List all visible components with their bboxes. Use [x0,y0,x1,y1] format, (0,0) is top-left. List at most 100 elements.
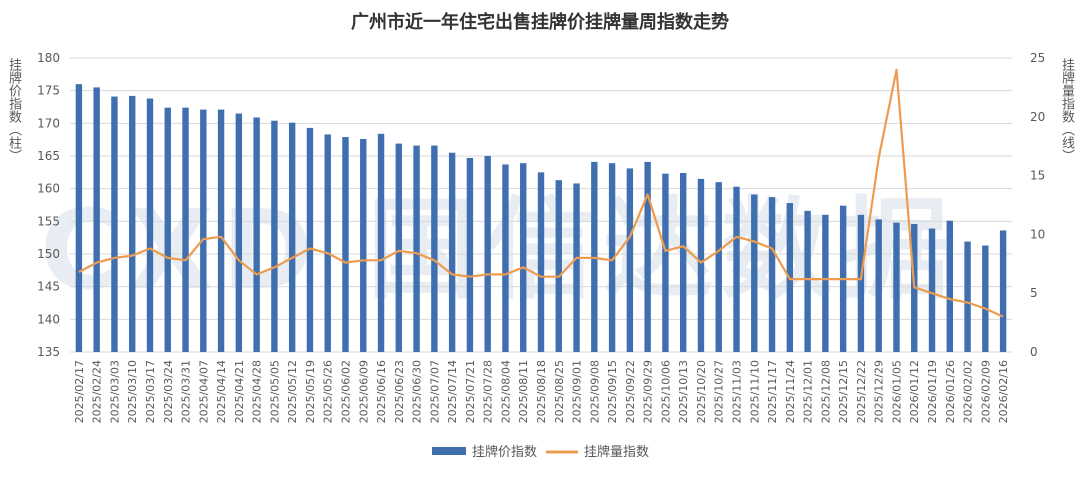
x-tick-label: 2025/09/15 [606,360,619,423]
bar [857,214,865,352]
bar [982,245,989,352]
x-tick-label: 2025/09/22 [624,360,637,423]
x-tick-label: 2025/06/02 [339,360,352,423]
y-left-tick-label: 175 [37,84,60,98]
x-tick-label: 2025/04/21 [233,360,246,423]
x-tick-label: 2025/02/17 [73,360,86,423]
x-tick-label: 2025/08/04 [499,360,512,423]
bar [306,127,314,352]
chart-title: 广州市近一年住宅出售挂牌价挂牌量周指数走势 [351,12,729,33]
x-tick-label: 2025/10/06 [659,360,672,423]
x-tick-label: 2026/01/05 [890,360,903,423]
x-tick-label: 2025/12/01 [802,360,815,423]
bar [768,197,776,352]
y-left-tick-label: 170 [37,116,60,130]
y-left-tick-label: 140 [37,312,60,326]
bar [928,228,936,352]
x-tick-label: 2026/02/09 [979,360,992,423]
x-tick-label: 2026/01/26 [944,360,957,423]
bar [679,172,687,352]
x-tick-label: 2025/12/22 [855,360,868,423]
bar [573,183,580,352]
watermark: CXD 国信达数据 [40,186,958,314]
y-left-tick-label: 135 [37,345,60,359]
y-right-tick-label: 0 [1030,345,1038,359]
x-tick-label: 2025/07/28 [482,360,495,423]
bar [608,163,616,352]
bar [893,222,900,352]
bar [502,164,509,352]
bar [93,87,100,353]
x-tick-label: 2025/09/08 [588,360,601,423]
x-tick-label: 2025/08/25 [553,360,566,423]
x-tick-label: 2025/05/12 [286,360,299,423]
x-tick-label: 2025/11/24 [784,360,797,423]
bar [129,95,136,352]
x-tick-label: 2025/04/28 [251,360,264,423]
bar [644,161,651,352]
bar [537,172,545,352]
bar [360,139,367,352]
x-tick-label: 2025/09/29 [642,360,655,423]
x-tick-label: 2025/11/17 [766,360,779,423]
bar [875,219,882,352]
x-tick-label: 2025/08/18 [535,360,548,423]
bar [697,178,705,352]
bar [413,145,420,352]
bar [484,156,491,352]
bar [377,133,385,352]
bar [520,163,527,352]
x-tick-label: 2025/10/20 [695,360,708,423]
x-tick-label: 2025/12/15 [837,360,850,423]
bar [662,173,669,352]
x-tick-label: 2025/03/17 [144,360,157,423]
x-tick-label: 2025/05/26 [322,360,335,423]
bar [715,182,722,352]
x-tick-label: 2025/03/03 [108,360,121,423]
bar [751,194,758,352]
bar [75,84,83,352]
x-tick-label: 2025/07/21 [464,360,477,423]
x-tick-label: 2025/04/07 [197,360,210,423]
y-left-tick-label: 150 [37,247,60,261]
x-tick-label: 2025/11/10 [748,360,761,423]
x-tick-label: 2026/01/19 [926,360,939,423]
bar [182,107,189,352]
legend-swatch-bar [432,447,466,455]
series-line [78,68,1004,318]
x-tick-label: 2026/02/16 [997,360,1010,423]
x-tick-label: 2025/10/27 [713,360,726,423]
legend-label-line: 挂牌量指数 [584,444,649,460]
bar [342,137,349,352]
x-tick-label: 2025/03/10 [126,360,139,423]
y-right-tick-label: 25 [1030,51,1045,65]
bar [626,168,634,352]
x-tick-label: 2025/11/03 [731,360,744,423]
x-tick-label: 2025/03/24 [162,360,175,423]
x-tick-label: 2025/06/23 [393,360,406,423]
x-tick-label: 2025/05/05 [268,360,281,423]
bar [288,122,296,353]
bar [146,98,154,352]
legend-label-bar: 挂牌价指数 [472,444,537,460]
y-left-tick-label: 160 [37,182,60,196]
x-tick-label: 2025/07/14 [446,360,459,423]
right-axis-label: 挂牌量指数（线） [1059,58,1074,162]
y-right-tick-label: 15 [1030,169,1045,183]
bar [235,113,243,353]
bar [555,180,562,352]
bar [431,145,438,352]
y-left-tick-label: 165 [37,149,60,163]
x-tick-label: 2025/06/09 [357,360,370,423]
x-tick-label: 2025/12/29 [873,360,886,423]
x-tick-label: 2025/07/07 [428,360,441,423]
bar [466,157,474,352]
x-tick-label: 2026/01/12 [908,360,921,423]
bar [733,186,740,352]
bar [217,109,225,352]
bar [804,210,811,352]
x-tick-label: 2025/08/11 [517,360,530,423]
y-left-tick-label: 155 [37,214,60,228]
bar [200,109,207,352]
